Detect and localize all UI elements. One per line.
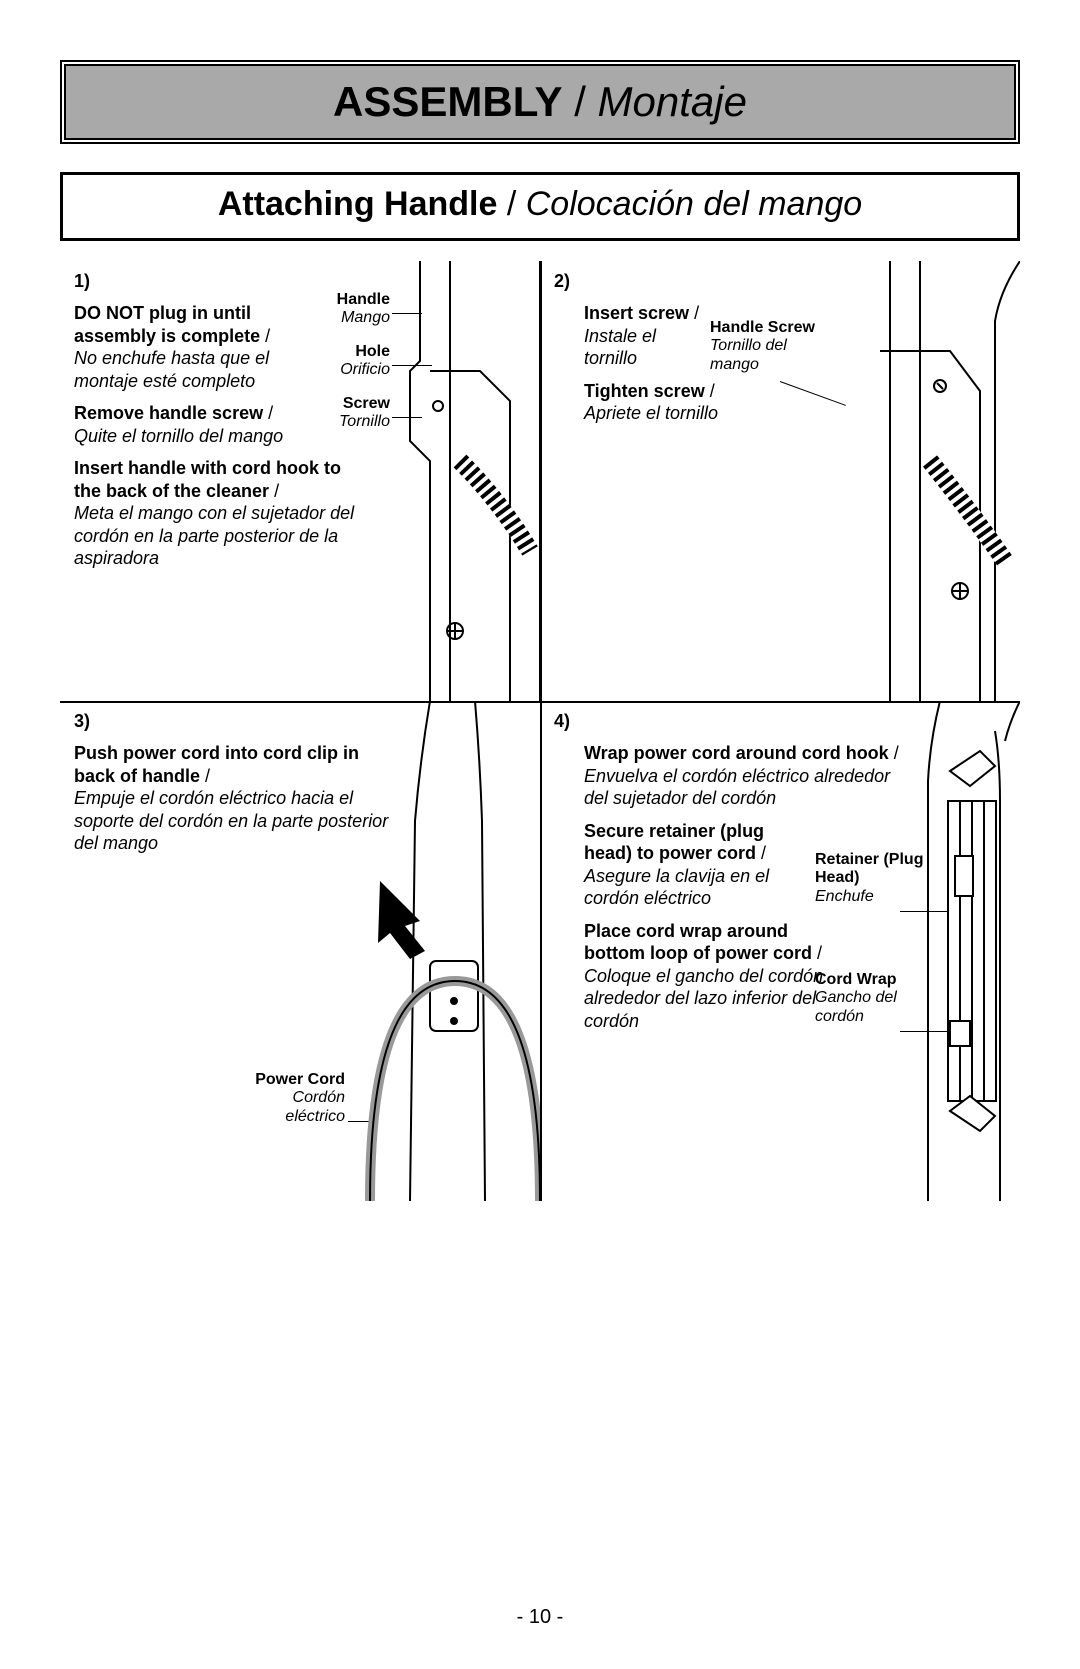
instruction-4-3: Place cord wrap around bottom loop of po…	[584, 920, 854, 1033]
panel-4: 4) Wrap power cord around cord hook / En…	[540, 701, 1020, 1201]
header-bar: ASSEMBLY / Montaje	[64, 64, 1016, 140]
panel-3: 3) Push power cord into cord clip in bac…	[60, 701, 540, 1201]
instruction-4-2: Secure retainer (plug head) to power cor…	[584, 820, 814, 910]
panel-1: 1) DO NOT plug in until assembly is comp…	[60, 261, 540, 701]
instruction-grid: 1) DO NOT plug in until assembly is comp…	[60, 261, 1020, 1201]
instruction-1-1: DO NOT plug in until assembly is complet…	[74, 302, 334, 392]
diagram-panel-4	[900, 701, 1020, 1201]
subheader-sep: /	[497, 185, 525, 223]
instruction-4-1: Wrap power cord around cord hook / Envue…	[584, 742, 904, 810]
panel-2: 2) Insert screw / Instale el tornillo Ti…	[540, 261, 1020, 701]
page-number: - 10 -	[0, 1606, 1080, 1629]
label-handle-screw: Handle Screw Tornillo del mango	[710, 319, 820, 374]
instruction-1-3: Insert handle with cord hook to the back…	[74, 457, 364, 570]
diagram-panel-1	[360, 261, 540, 701]
diagram-panel-3	[310, 701, 540, 1201]
header-banner: ASSEMBLY / Montaje	[60, 60, 1020, 144]
subheader-bar: Attaching Handle / Colocación del mango	[60, 172, 1020, 241]
instruction-1-2: Remove handle screw / Quite el tornillo …	[74, 402, 334, 447]
header-title-es: Montaje	[598, 78, 747, 125]
instruction-2-2: Tighten screw / Apriete el tornillo	[584, 380, 784, 425]
header-sep: /	[563, 78, 598, 125]
subheader-title-es: Colocación del mango	[526, 185, 862, 223]
subheader-title-en: Attaching Handle	[218, 185, 498, 223]
header-title-en: ASSEMBLY	[333, 78, 563, 125]
diagram-panel-2	[820, 261, 1020, 701]
instruction-2-1: Insert screw / Instale el tornillo	[584, 302, 704, 370]
